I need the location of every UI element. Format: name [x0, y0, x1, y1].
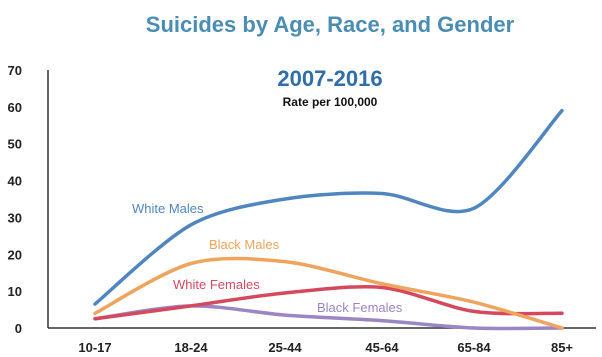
x-axis-ticks: 10-17 18-24 25-44 45-64 65-84 85+ — [78, 340, 573, 355]
y-tick-label: 50 — [8, 137, 22, 152]
y-tick-label: 20 — [8, 247, 22, 262]
y-tick-label: 30 — [8, 210, 22, 225]
series-label-black-females: Black Females — [317, 300, 403, 315]
series-label-black-males: Black Males — [209, 237, 280, 252]
y-tick-label: 0 — [15, 321, 22, 336]
x-tick-label: 45-64 — [365, 340, 399, 355]
x-tick-label: 18-24 — [174, 340, 208, 355]
x-tick-label: 85+ — [551, 340, 573, 355]
series-line-white-females — [93, 284, 564, 321]
x-tick-label: 10-17 — [78, 340, 111, 355]
series-label-white-males: White Males — [132, 201, 204, 216]
y-tick-label: 60 — [8, 100, 22, 115]
series-line-white-males — [93, 108, 564, 306]
chart-title: Suicides by Age, Race, and Gender — [146, 12, 515, 37]
series-label-white-females: White Females — [173, 277, 260, 292]
series-lines — [93, 108, 564, 331]
y-tick-label: 10 — [8, 284, 22, 299]
chart-note: Rate per 100,000 — [283, 95, 378, 109]
series-line-black-males — [93, 256, 564, 330]
chart-subtitle: 2007-2016 — [277, 66, 382, 91]
y-tick-label: 70 — [8, 63, 22, 78]
x-tick-label: 25-44 — [268, 340, 302, 355]
series-labels: White Males Black Males White Females Black… — [132, 201, 403, 315]
y-tick-label: 40 — [8, 174, 22, 189]
y-axis-ticks: 0 10 20 30 40 50 60 70 — [8, 63, 22, 336]
x-tick-label: 65-84 — [457, 340, 491, 355]
